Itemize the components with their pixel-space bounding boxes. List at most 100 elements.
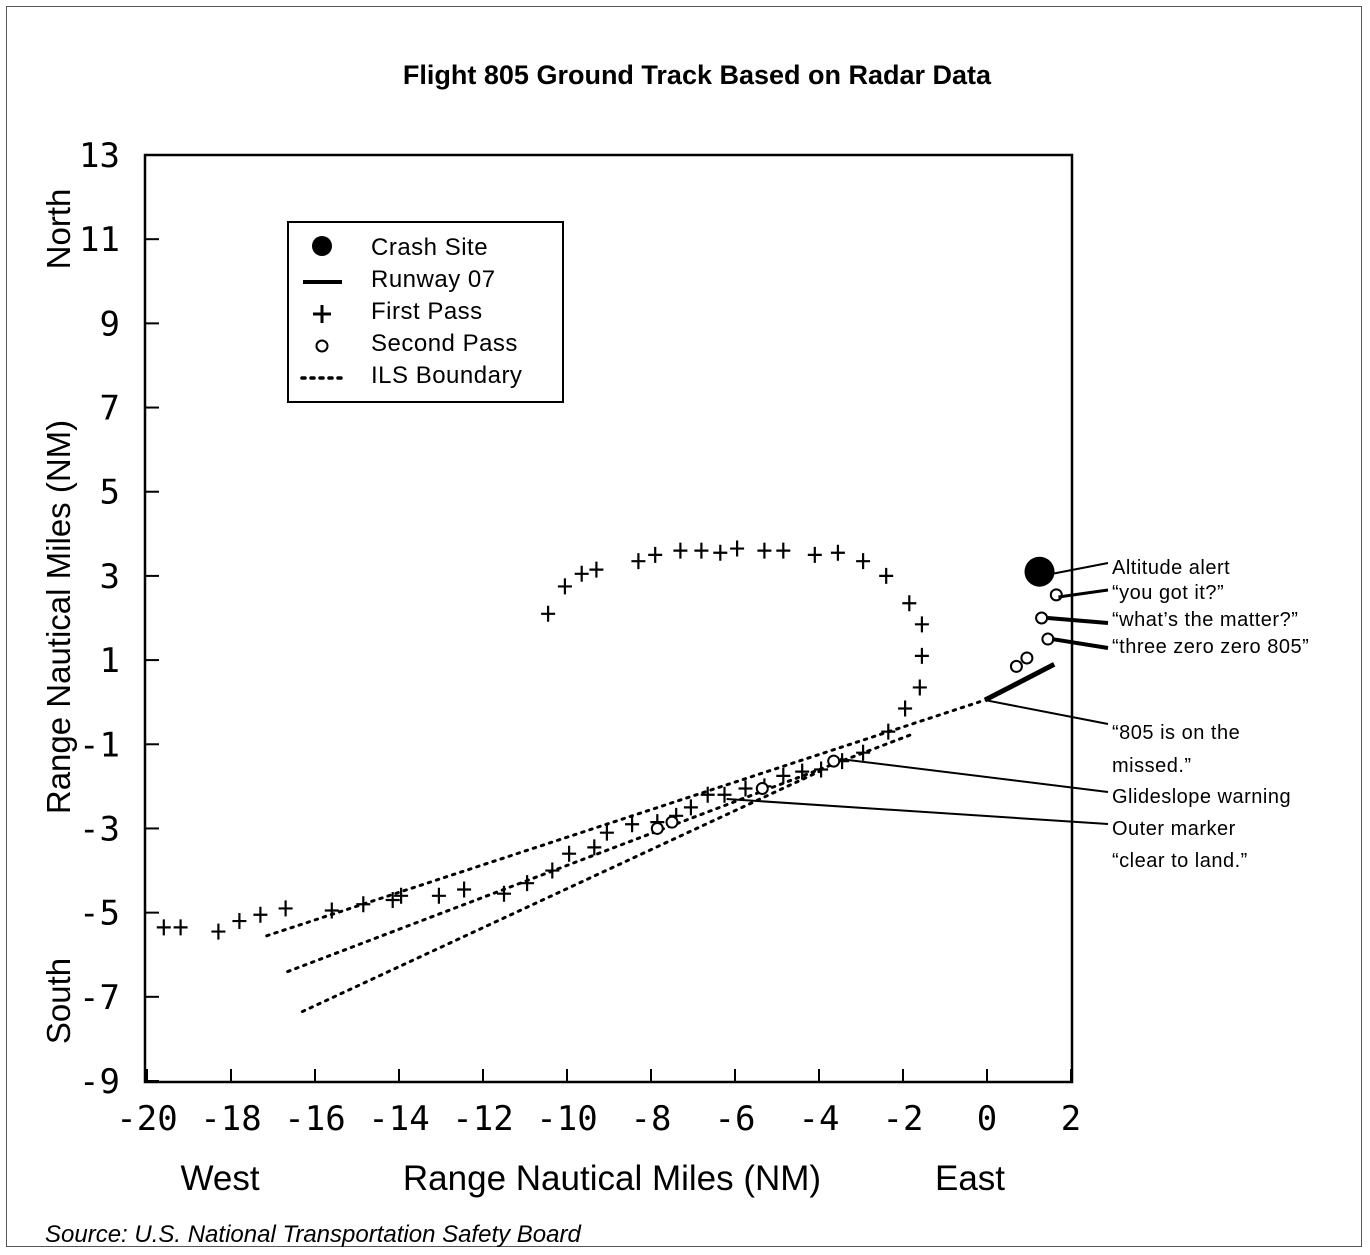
y-tick-label: 1 <box>100 641 120 681</box>
first-pass-point <box>574 565 589 582</box>
first-pass-point <box>856 553 871 570</box>
y-tick-label: -1 <box>79 725 120 765</box>
y-tick-label: 11 <box>79 220 120 260</box>
x-tick-label: -2 <box>883 1099 924 1139</box>
second-pass-point <box>755 781 769 795</box>
y-tick-label: 13 <box>79 136 120 176</box>
first-pass-point <box>776 767 791 784</box>
first-pass-point <box>394 887 409 904</box>
ils-boundary-line <box>286 732 915 974</box>
annotation-leader <box>984 699 1109 725</box>
first-pass-point <box>278 900 293 917</box>
first-pass-point <box>730 540 745 557</box>
source-note: Source: U.S. National Transportation Saf… <box>45 1221 581 1248</box>
first-pass-point <box>914 616 929 633</box>
first-pass-point <box>173 919 188 936</box>
first-pass-point <box>385 892 400 909</box>
x-tick-label: -4 <box>799 1099 840 1139</box>
annotation-leader <box>1051 637 1109 650</box>
ils-boundary-lines <box>265 698 987 1014</box>
first-pass-point <box>587 839 602 856</box>
y-tick-label: -5 <box>79 894 120 934</box>
first-pass-point <box>713 544 728 561</box>
first-pass-point <box>562 845 577 862</box>
first-pass-point <box>830 544 845 561</box>
second-pass-point <box>650 821 664 835</box>
y-axis: 13 11 9 7 5 3 1 -1 -3 -5 -7 -9 <box>79 136 159 1102</box>
first-pass-point <box>497 885 511 902</box>
y-tick-label: 5 <box>100 473 120 513</box>
annotation-leader <box>1047 616 1109 625</box>
first-pass-point <box>683 799 698 816</box>
x-axis: -20 -18 -16 -14 -12 -10 -8 -6 -4 -2 0 2 <box>116 1069 1081 1139</box>
ils-boundary-line <box>300 770 821 1014</box>
first-pass-point <box>520 875 535 892</box>
x-axis-label: Range Nautical Miles (NM) <box>403 1159 821 1198</box>
annotation-leader <box>1041 562 1109 577</box>
x-tick-label: -8 <box>631 1099 672 1139</box>
first-pass-point <box>356 896 371 913</box>
first-pass-point <box>232 913 247 930</box>
second-pass-point <box>1020 651 1034 665</box>
y-tick-label: -9 <box>79 1062 120 1102</box>
annotations: Altitude alert “you got it?” “what’s the m… <box>726 557 1309 872</box>
first-pass-point <box>324 902 339 919</box>
y-tick-label: 7 <box>100 389 120 429</box>
first-pass-point <box>807 546 822 563</box>
second-pass-point <box>1049 588 1063 602</box>
x-east-label: East <box>935 1159 1005 1198</box>
first-pass-point <box>776 542 791 559</box>
annotation-label: missed.” <box>1112 755 1192 777</box>
first-pass-point <box>648 546 663 563</box>
first-pass-point <box>545 862 560 879</box>
legend-second-pass-marker <box>315 339 329 353</box>
figure-frame <box>6 6 1362 1247</box>
legend-first-pass-marker <box>313 305 331 323</box>
first-pass-point <box>898 700 913 717</box>
chart-title: Flight 805 Ground Track Based on Radar D… <box>403 60 992 90</box>
crash-site-point <box>1024 556 1055 587</box>
first-pass-point <box>631 553 646 570</box>
annotation-label: Glideslope warning <box>1112 786 1291 808</box>
x-tick-label: -20 <box>116 1099 177 1139</box>
runway-layer <box>983 662 1056 703</box>
y-tick-label: 3 <box>100 557 120 597</box>
first-pass-point <box>156 919 171 936</box>
second-pass-point <box>665 815 679 829</box>
second-pass-series <box>650 588 1063 835</box>
annotation-label: Altitude alert <box>1112 557 1230 579</box>
legend-box <box>287 221 564 403</box>
annotation-label: Outer marker <box>1112 818 1236 840</box>
x-tick-label: -18 <box>200 1099 261 1139</box>
first-pass-point <box>253 906 268 923</box>
legend-crash-site-marker <box>312 236 332 256</box>
first-pass-point <box>881 723 896 740</box>
first-pass-point <box>700 786 715 803</box>
second-pass-point <box>1009 659 1023 673</box>
y-axis-label: Range Nautical Miles (NM) <box>40 420 77 814</box>
second-pass-point <box>827 754 841 768</box>
annotation-leader <box>839 758 1109 793</box>
y-north-label: North <box>40 189 77 270</box>
first-pass-point <box>589 561 604 578</box>
annotation-label: “clear to land.” <box>1112 850 1248 872</box>
first-pass-point <box>856 744 871 761</box>
legend-label-crash-site: Crash Site <box>371 234 488 261</box>
annotation-label: “three zero zero 805” <box>1112 636 1309 658</box>
plot-area <box>143 153 1074 1084</box>
first-pass-point <box>625 816 640 833</box>
first-pass-point <box>717 786 732 803</box>
legend-label-ils: ILS Boundary <box>371 362 522 389</box>
x-tick-label: -12 <box>452 1099 513 1139</box>
x-tick-label: 0 <box>977 1099 997 1139</box>
legend-label-runway: Runway 07 <box>371 266 496 293</box>
legend-label-second-pass: Second Pass <box>371 330 518 357</box>
first-pass-point <box>914 647 929 664</box>
first-pass-point <box>457 881 472 898</box>
ils-boundary-line <box>265 698 987 938</box>
first-pass-point <box>557 578 572 595</box>
first-pass-point <box>738 780 753 797</box>
x-tick-label: -16 <box>284 1099 345 1139</box>
first-pass-series <box>156 540 929 940</box>
